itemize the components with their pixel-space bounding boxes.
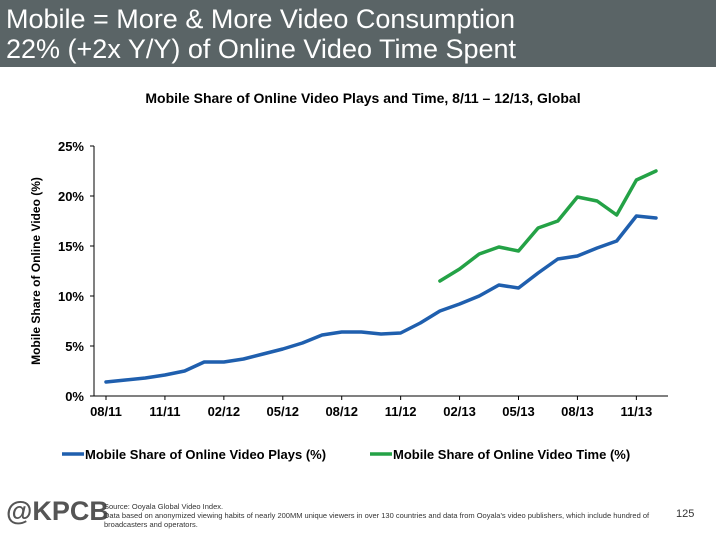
slide-title-line2: 22% (+2x Y/Y) of Online Video Time Spent xyxy=(6,34,517,64)
x-tick-label: 05/13 xyxy=(502,404,535,419)
x-tick-label: 11/13 xyxy=(620,404,652,419)
slide-header: Mobile = More & More Video Consumption 2… xyxy=(0,0,716,67)
y-tick-label: 25% xyxy=(58,139,84,154)
series-line-plays xyxy=(104,214,658,384)
x-tick-label: 11/11 xyxy=(149,404,180,419)
y-tick-label: 5% xyxy=(65,339,84,354)
slide-title-line1: Mobile = More & More Video Consumption xyxy=(6,4,516,34)
y-tick-label: 0% xyxy=(65,389,84,404)
x-tick-label: 05/12 xyxy=(267,404,300,419)
legend-label: Mobile Share of Online Video Time (%) xyxy=(393,447,630,462)
x-tick-label: 11/12 xyxy=(385,404,417,419)
page-number: 125 xyxy=(676,508,695,520)
x-tick-label: 08/11 xyxy=(90,404,122,419)
x-tick-label: 02/13 xyxy=(443,404,476,419)
y-tick-label: 15% xyxy=(58,239,84,254)
source-note: Source: Ooyala Global Video Index. Data … xyxy=(104,502,664,529)
x-tick-label: 08/13 xyxy=(561,404,594,419)
y-tick-label: 10% xyxy=(58,289,84,304)
source-line-2: Data based on anonymized viewing habits … xyxy=(104,511,650,529)
kpcb-logo: @KPCB xyxy=(6,496,109,526)
x-tick-label: 02/12 xyxy=(208,404,241,419)
series-line-time xyxy=(438,169,658,283)
y-tick-label: 20% xyxy=(58,189,84,204)
source-line-1: Source: Ooyala Global Video Index. xyxy=(104,502,224,511)
legend-label: Mobile Share of Online Video Plays (%) xyxy=(85,447,326,462)
chart-title: Mobile Share of Online Video Plays and T… xyxy=(145,90,581,106)
x-tick-label: 08/12 xyxy=(325,404,358,419)
y-axis-title: Mobile Share of Online Video (%) xyxy=(29,177,43,365)
